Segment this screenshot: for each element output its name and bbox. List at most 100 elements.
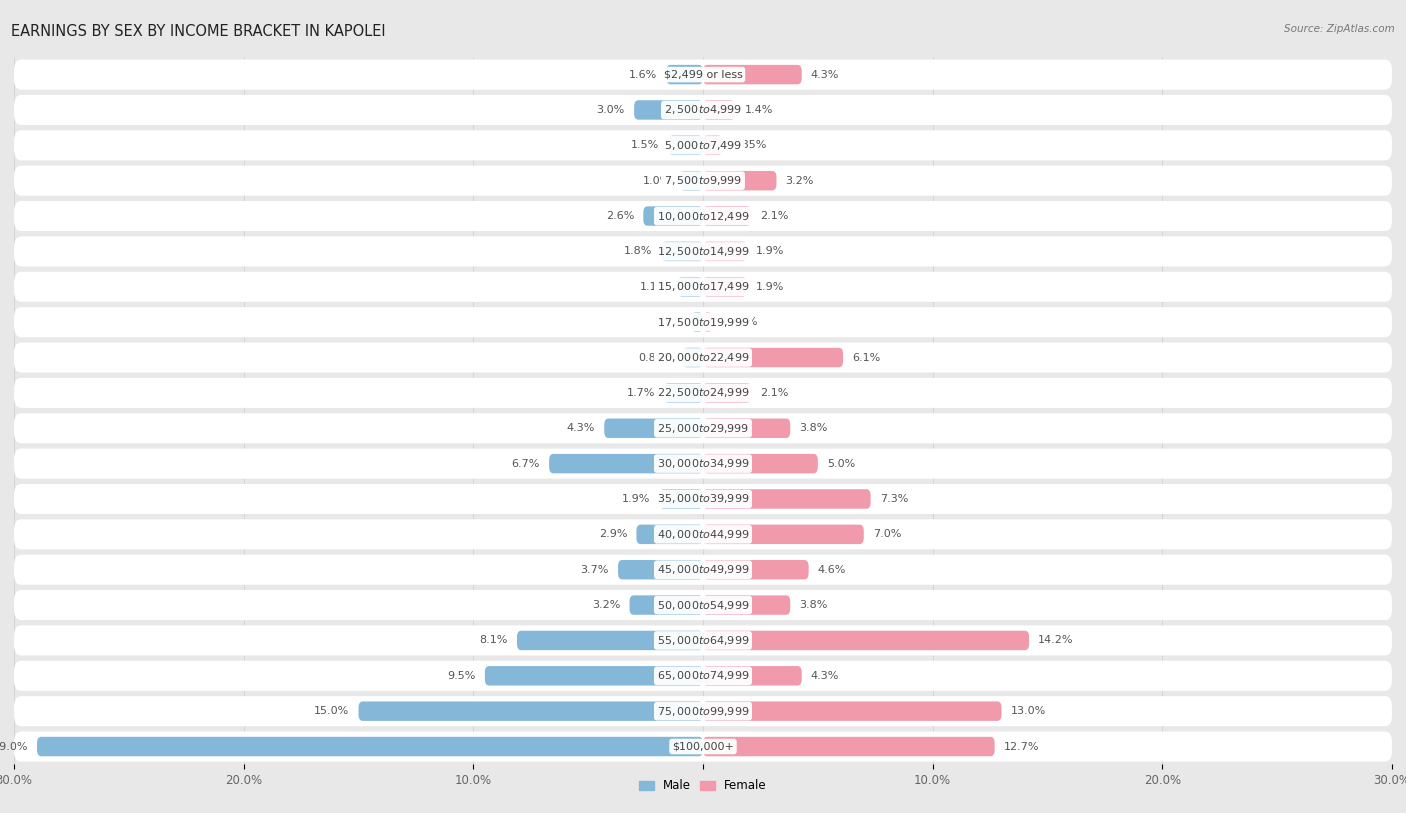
FancyBboxPatch shape [14,625,1392,655]
Text: 1.4%: 1.4% [744,105,773,115]
Text: $50,000 to $54,999: $50,000 to $54,999 [657,598,749,611]
Text: 0.85%: 0.85% [731,141,768,150]
Text: 15.0%: 15.0% [314,706,349,716]
FancyBboxPatch shape [14,413,1392,443]
FancyBboxPatch shape [517,631,703,650]
Text: 1.9%: 1.9% [756,282,785,292]
FancyBboxPatch shape [605,419,703,438]
FancyBboxPatch shape [14,449,1392,479]
FancyBboxPatch shape [14,554,1392,585]
Text: $25,000 to $29,999: $25,000 to $29,999 [657,422,749,435]
FancyBboxPatch shape [14,95,1392,125]
Text: 3.2%: 3.2% [592,600,620,610]
FancyBboxPatch shape [14,166,1392,196]
FancyBboxPatch shape [678,277,703,297]
Text: 6.7%: 6.7% [512,459,540,468]
Text: $5,000 to $7,499: $5,000 to $7,499 [664,139,742,152]
FancyBboxPatch shape [14,378,1392,408]
Text: 1.6%: 1.6% [628,70,657,80]
FancyBboxPatch shape [359,702,703,721]
Text: $17,500 to $19,999: $17,500 to $19,999 [657,315,749,328]
Text: 1.1%: 1.1% [640,282,669,292]
Text: 3.7%: 3.7% [581,565,609,575]
Text: 0.42%: 0.42% [721,317,758,327]
FancyBboxPatch shape [664,383,703,402]
Text: $75,000 to $99,999: $75,000 to $99,999 [657,705,749,718]
FancyBboxPatch shape [14,201,1392,231]
Text: $20,000 to $22,499: $20,000 to $22,499 [657,351,749,364]
FancyBboxPatch shape [703,136,723,155]
Text: 3.8%: 3.8% [800,600,828,610]
FancyBboxPatch shape [659,489,703,509]
Text: 3.2%: 3.2% [786,176,814,185]
Text: 4.3%: 4.3% [811,70,839,80]
Text: 1.9%: 1.9% [756,246,785,256]
FancyBboxPatch shape [703,207,751,226]
Text: 5.0%: 5.0% [827,459,855,468]
FancyBboxPatch shape [550,454,703,473]
Text: 2.1%: 2.1% [761,211,789,221]
FancyBboxPatch shape [692,312,703,332]
FancyBboxPatch shape [703,595,790,615]
FancyBboxPatch shape [14,520,1392,550]
FancyBboxPatch shape [703,419,790,438]
FancyBboxPatch shape [644,207,703,226]
Text: $2,499 or less: $2,499 or less [664,70,742,80]
FancyBboxPatch shape [703,737,994,756]
FancyBboxPatch shape [14,272,1392,302]
Text: $40,000 to $44,999: $40,000 to $44,999 [657,528,749,541]
Text: 1.0%: 1.0% [643,176,671,185]
FancyBboxPatch shape [669,136,703,155]
Text: $30,000 to $34,999: $30,000 to $34,999 [657,457,749,470]
FancyBboxPatch shape [14,130,1392,160]
Text: 14.2%: 14.2% [1038,636,1074,646]
FancyBboxPatch shape [14,696,1392,726]
FancyBboxPatch shape [703,277,747,297]
FancyBboxPatch shape [703,383,751,402]
Text: $45,000 to $49,999: $45,000 to $49,999 [657,563,749,576]
FancyBboxPatch shape [637,524,703,544]
Text: $12,500 to $14,999: $12,500 to $14,999 [657,245,749,258]
Text: 3.8%: 3.8% [800,424,828,433]
Text: 2.9%: 2.9% [599,529,627,539]
Text: 2.1%: 2.1% [761,388,789,398]
Text: 2.6%: 2.6% [606,211,634,221]
Text: 12.7%: 12.7% [1004,741,1039,751]
FancyBboxPatch shape [703,666,801,685]
Text: Source: ZipAtlas.com: Source: ZipAtlas.com [1284,24,1395,34]
Text: 1.7%: 1.7% [627,388,655,398]
Text: 1.9%: 1.9% [621,494,650,504]
Text: $22,500 to $24,999: $22,500 to $24,999 [657,386,749,399]
FancyBboxPatch shape [703,312,713,332]
FancyBboxPatch shape [14,237,1392,267]
Text: 6.1%: 6.1% [852,353,880,363]
Text: 29.0%: 29.0% [0,741,28,751]
FancyBboxPatch shape [14,307,1392,337]
FancyBboxPatch shape [14,590,1392,620]
FancyBboxPatch shape [666,65,703,85]
Text: 1.8%: 1.8% [624,246,652,256]
Text: $7,500 to $9,999: $7,500 to $9,999 [664,174,742,187]
FancyBboxPatch shape [703,524,863,544]
Text: 0.89%: 0.89% [638,353,673,363]
FancyBboxPatch shape [634,100,703,120]
FancyBboxPatch shape [682,348,703,367]
Text: 1.5%: 1.5% [631,141,659,150]
FancyBboxPatch shape [14,484,1392,514]
Text: 7.3%: 7.3% [880,494,908,504]
Text: 4.3%: 4.3% [811,671,839,680]
FancyBboxPatch shape [630,595,703,615]
FancyBboxPatch shape [703,454,818,473]
Text: $10,000 to $12,499: $10,000 to $12,499 [657,210,749,223]
FancyBboxPatch shape [703,100,735,120]
Text: 3.0%: 3.0% [596,105,624,115]
Text: 4.3%: 4.3% [567,424,595,433]
FancyBboxPatch shape [703,65,801,85]
Text: 13.0%: 13.0% [1011,706,1046,716]
Text: $15,000 to $17,499: $15,000 to $17,499 [657,280,749,293]
Text: $65,000 to $74,999: $65,000 to $74,999 [657,669,749,682]
Text: 4.6%: 4.6% [818,565,846,575]
Text: EARNINGS BY SEX BY INCOME BRACKET IN KAPOLEI: EARNINGS BY SEX BY INCOME BRACKET IN KAP… [11,24,385,39]
FancyBboxPatch shape [703,631,1029,650]
Text: $35,000 to $39,999: $35,000 to $39,999 [657,493,749,506]
